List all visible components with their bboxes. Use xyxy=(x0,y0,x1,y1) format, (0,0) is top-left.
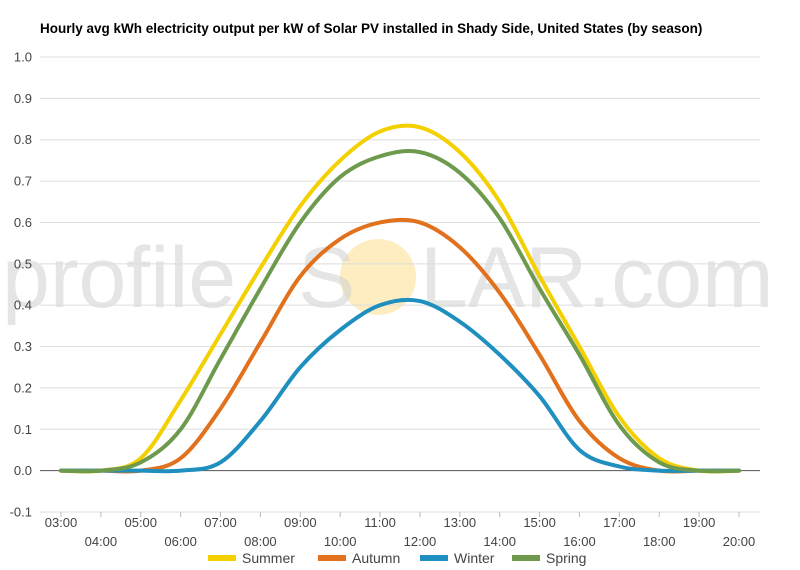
y-tick-label: 0.3 xyxy=(14,339,32,354)
legend: Summer Autumn Winter Spring xyxy=(208,550,586,566)
x-tick-label: 11:00 xyxy=(364,515,396,530)
series-lines xyxy=(59,123,741,474)
x-tick-label: 08:00 xyxy=(244,534,277,549)
series-line-autumn xyxy=(59,217,741,474)
watermark-text-mid: S xyxy=(298,230,355,326)
y-tick-label: 0.2 xyxy=(14,380,32,395)
chart-title: Hourly avg kWh electricity output per kW… xyxy=(40,21,702,36)
legend-label-autumn: Autumn xyxy=(352,550,400,566)
legend-swatch-winter xyxy=(420,555,448,561)
x-tick-label: 04:00 xyxy=(85,534,118,549)
watermark-sun-icon xyxy=(340,239,416,315)
series-line-summer xyxy=(59,123,741,474)
x-tick-label: 09:00 xyxy=(284,515,317,530)
x-tick-label: 14:00 xyxy=(483,534,516,549)
y-tick-label: 0.7 xyxy=(14,174,32,189)
x-tick-label: 06:00 xyxy=(164,534,197,549)
y-tick-label: 0.1 xyxy=(14,422,32,437)
legend-swatch-autumn xyxy=(318,555,346,561)
x-tick-label: 10:00 xyxy=(324,534,357,549)
legend-swatch-summer xyxy=(208,555,236,561)
y-tick-label: 0.6 xyxy=(14,215,32,230)
x-tick-label: 15:00 xyxy=(523,515,556,530)
grid xyxy=(40,56,760,513)
y-tick-label: 0.5 xyxy=(14,256,32,271)
series-line-winter xyxy=(59,297,741,474)
legend-label-spring: Spring xyxy=(546,550,586,566)
legend-label-winter: Winter xyxy=(454,550,495,566)
y-tick-label: -0.1 xyxy=(10,505,32,520)
y-tick-label: 0.8 xyxy=(14,132,32,147)
series-line-spring xyxy=(59,149,741,474)
x-tick-label: 17:00 xyxy=(603,515,636,530)
y-axis: -0.1 0.0 0.1 0.2 0.3 0.4 0.5 0.6 0.7 0.8 0.9 1.0 xyxy=(10,50,32,520)
legend-label-summer: Summer xyxy=(242,550,295,566)
x-tick-label: 16:00 xyxy=(563,534,596,549)
x-tick-label: 19:00 xyxy=(683,515,716,530)
x-tick-label: 12:00 xyxy=(404,534,437,549)
x-tick-label: 18:00 xyxy=(643,534,676,549)
x-tick-label: 13:00 xyxy=(444,515,477,530)
watermark: profile S LAR.com xyxy=(2,230,774,326)
y-tick-label: 0.4 xyxy=(14,298,32,313)
x-axis: 03:00 04:00 05:00 06:00 07:00 08:00 09:00 10:00… xyxy=(45,512,756,549)
x-tick-label: 07:00 xyxy=(204,515,237,530)
y-tick-label: 0.9 xyxy=(14,91,32,106)
legend-swatch-spring xyxy=(512,555,540,561)
y-tick-label: 1.0 xyxy=(14,50,32,65)
x-tick-label: 03:00 xyxy=(45,515,78,530)
watermark-text-left: profile xyxy=(2,230,236,326)
x-tick-label: 05:00 xyxy=(124,515,157,530)
y-tick-label: 0.0 xyxy=(14,463,32,478)
watermark-text-right: LAR.com xyxy=(420,230,774,326)
x-tick-label: 20:00 xyxy=(723,534,756,549)
